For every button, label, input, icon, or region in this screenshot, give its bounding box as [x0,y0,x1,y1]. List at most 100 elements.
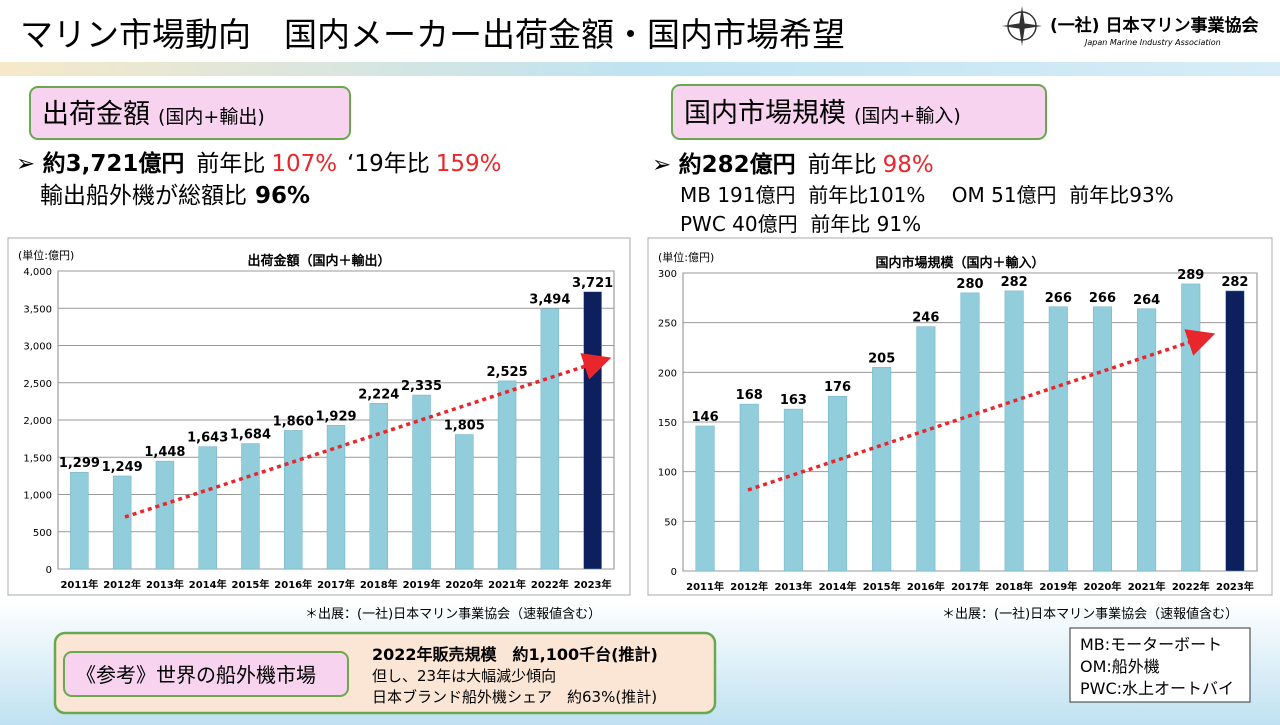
x-tick-label: 2014年 [819,580,857,593]
bar [1092,306,1112,572]
bullet: ➢ [16,151,43,177]
reference-line1: 2022年販売規模 約1,100千台(推計) [372,645,658,664]
value-label: 163 [780,393,807,408]
value-label: 176 [824,380,851,395]
value-label: 2,525 [487,365,528,380]
title-band [0,62,1280,76]
value-label: 2,335 [401,379,442,394]
unit-label: (単位:億円) [658,250,714,264]
x-tick-label: 2012年 [730,580,768,593]
value-label: 146 [692,410,719,425]
yoy-label: 前年比 [196,151,265,177]
x-tick-label: 2021年 [488,578,526,591]
right-heading-box [671,84,1047,140]
bar [112,475,132,570]
x-tick-label: 2019年 [1039,580,1077,593]
x-tick-label: 2020年 [1084,580,1122,593]
bar [540,308,560,570]
yoy: 107% [271,151,337,177]
x-tick-label: 2018年 [995,580,1033,593]
y-tick-label: 500 [33,528,52,539]
value-label: 1,860 [273,414,314,429]
logo-sub: Japan Marine Industry Association [1083,38,1221,47]
x-tick-label: 2012年 [103,578,141,591]
bar [1048,306,1068,572]
x-tick-label: 2016年 [274,578,312,591]
bar [960,292,980,572]
x-tick-label: 2023年 [1216,580,1254,593]
y-tick-label: 1,000 [23,491,52,502]
bar [326,425,346,570]
chart-title: 出荷金額（国内＋輸出） [247,253,390,269]
value-label: 1,805 [444,419,485,434]
x-tick-label: 2021年 [1128,580,1166,593]
value-label: 1,929 [315,409,356,424]
heading: 出荷金額 [42,99,150,130]
x-tick-label: 2013年 [146,578,184,591]
bar [497,380,517,570]
x-tick-label: 2022年 [531,578,569,591]
logo-star [1002,6,1042,46]
bar [241,443,260,570]
bar [916,326,936,572]
right-summary: ➢ 約282億円 前年比 98% [652,151,934,178]
reference-label-box [63,651,349,697]
value-label: 264 [1133,293,1160,308]
bar [1181,283,1201,572]
value-label: 1,249 [102,460,143,475]
line2: 輸出船外機が総額比 [40,183,247,209]
right-source: ＊出展：(一社)日本マリン事業協会（速報値含む） [942,606,1238,622]
heading: 国内市場規模 [684,98,846,129]
right-heading: 国内市場規模 (国内+輸入) [684,98,961,129]
reference-line2: 但し、23年は大幅減少傾向 [372,667,556,685]
value-label: 1,684 [230,428,271,443]
x-tick-label: 2016年 [907,580,945,593]
left-chart-frame [7,237,631,596]
y-tick-label: 250 [658,319,677,330]
left-heading-box [29,86,351,140]
y-tick-label: 1,500 [23,453,52,464]
charts: 出荷金額（国内＋輸出）(単位:億円)05001,0001,5002,0002,5… [18,248,1258,593]
right-line3: PWC 40億円 前年比 91% [680,212,921,236]
reference-line3: 日本ブランド船外機シェア 約63%(推計) [372,688,657,706]
bar [412,394,431,570]
yoy-label: 前年比 [808,152,877,178]
slide-title: マリン市場動向 国内メーカー出荷金額・国内市場希望 [20,15,845,54]
chart-title: 国内市場規模（国内＋輸入） [875,255,1044,271]
y-tick-label: 200 [658,368,677,379]
value-label: 280 [956,277,983,292]
left-summary: ➢ 約3,721億円 前年比 107% ‘19年比 159% [16,150,501,177]
abbrev-box [1069,627,1251,703]
x-tick-label: 2019年 [403,578,441,591]
x-tick-label: 2014年 [189,578,227,591]
y-tick-label: 3,000 [23,342,52,353]
bar [369,403,389,570]
bar [695,425,715,572]
vs19: 159% [436,151,502,177]
bar [70,471,89,570]
bar [1004,290,1024,572]
left-source: ＊出展：(一社)日本マリン事業協会（速報値含む） [305,606,601,622]
bar [583,291,602,570]
x-tick-label: 2020年 [445,578,483,591]
abbrev: PWC:水上オートバイ [1080,679,1234,698]
abbrev: MB:モーターボート [1080,635,1222,654]
logo: (一社) 日本マリン事業協会 Japan Marine Industry Ass… [1002,6,1258,47]
value-label: 282 [1001,275,1028,290]
left-heading: 出荷金額 (国内+輸出) [42,99,265,130]
bar [1225,290,1245,572]
value-label: 205 [868,351,895,366]
x-tick-label: 2013年 [774,580,812,593]
yoy: 98% [883,152,934,178]
unit-label: (単位:億円) [18,248,74,262]
x-tick-label: 2023年 [574,578,612,591]
y-tick-label: 3,500 [23,304,52,315]
x-tick-label: 2017年 [951,580,989,593]
right-line2: MB 191億円 前年比101% OM 51億円 前年比93% [680,183,1174,207]
value-label: 168 [736,388,763,403]
reference-label: 《参考》世界の船外機市場 [76,663,316,687]
bar [828,395,848,572]
value-label: 289 [1177,268,1204,283]
